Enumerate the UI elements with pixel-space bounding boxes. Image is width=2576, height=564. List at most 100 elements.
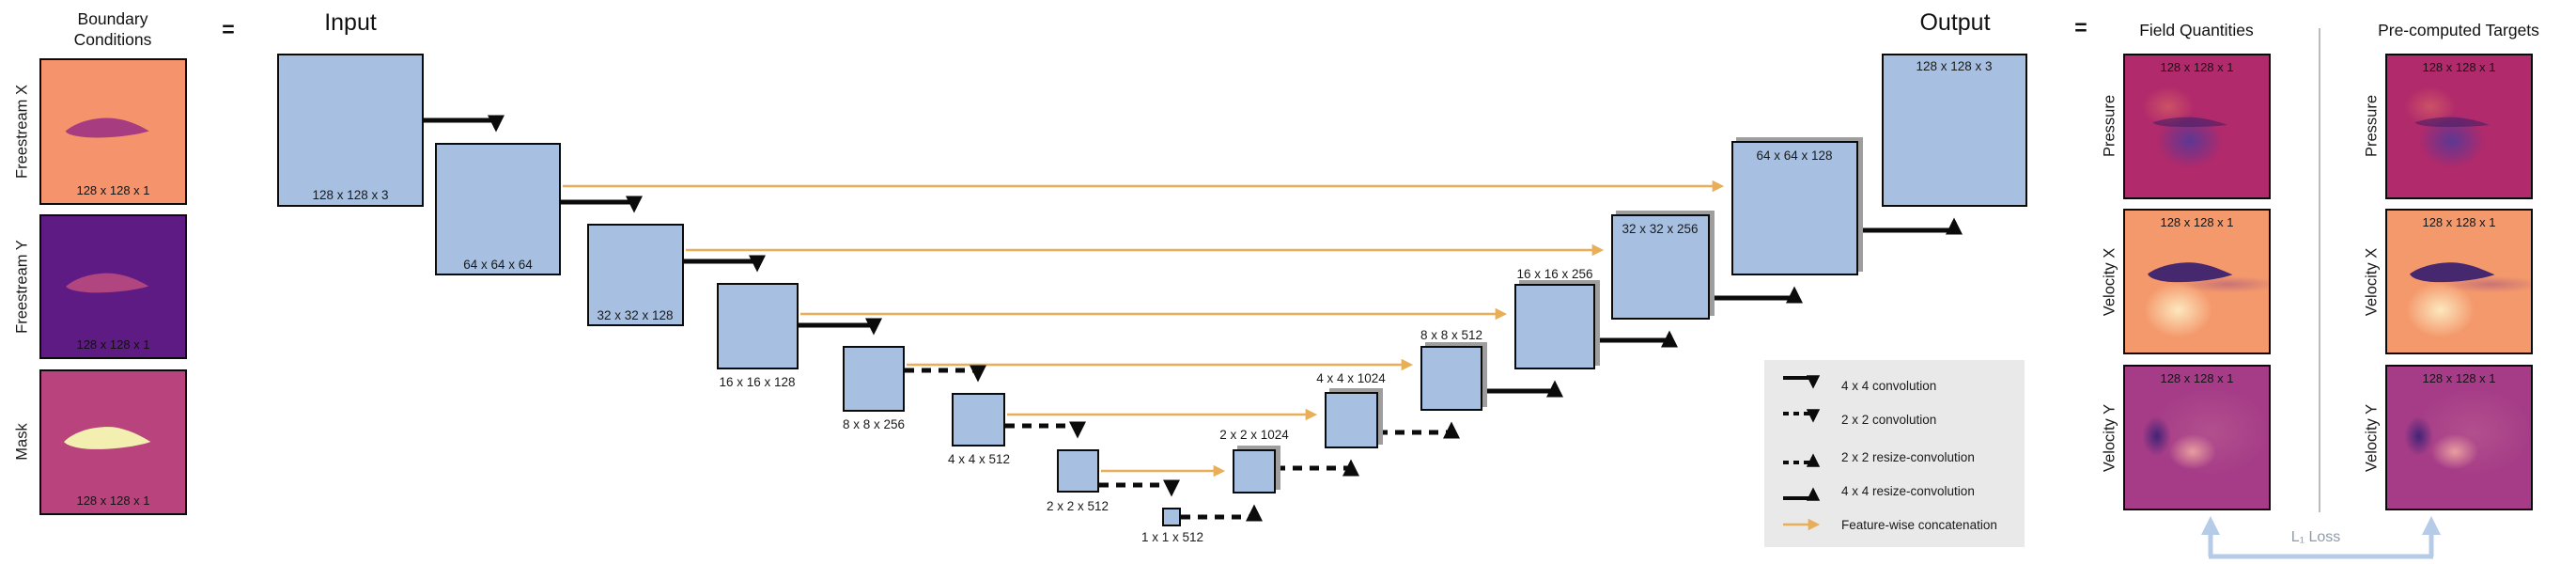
equals-left: = bbox=[222, 17, 235, 41]
resize-8-to-16 bbox=[1482, 380, 1563, 398]
feature-box-input-128 bbox=[277, 54, 424, 207]
resize-32-to-64 bbox=[1710, 286, 1803, 304]
legend-label: Feature-wise concatenation bbox=[1841, 517, 1997, 532]
legend-icon-2x2-convolution bbox=[1783, 409, 1821, 423]
velocity-y-label-field: Velocity Y bbox=[2101, 403, 2118, 473]
legend-label: 4 x 4 convolution bbox=[1841, 378, 1937, 393]
legend-row: Feature-wise concatenation bbox=[1781, 512, 1997, 537]
equals-right: = bbox=[2074, 15, 2087, 39]
freestream-y-image: 128 x 128 x 1 bbox=[39, 214, 187, 359]
airfoil-shape bbox=[65, 118, 149, 138]
velocity-x-target-image: 128 x 128 x 1 bbox=[2385, 209, 2533, 354]
dim-label-enc-64: 64 x 64 x 64 bbox=[463, 258, 533, 272]
dim-label-enc-32: 32 x 32 x 128 bbox=[597, 308, 674, 322]
airfoil-shape bbox=[2410, 262, 2495, 283]
velocity-x-label-target: Velocity X bbox=[2363, 247, 2381, 317]
airfoil-shape bbox=[64, 427, 151, 449]
legend-row: 4 x 4 resize-convolution bbox=[1781, 478, 1975, 503]
resize-2-to-4 bbox=[1276, 459, 1359, 477]
feature-box-dec-32 bbox=[1611, 214, 1710, 320]
image-caption: 128 x 128 x 1 bbox=[76, 183, 150, 197]
velocity-y-target-image: 128 x 128 x 1 bbox=[2385, 365, 2533, 510]
legend-row: 4 x 4 convolution bbox=[1781, 373, 1936, 398]
pressure-field-image: 128 x 128 x 1 bbox=[2123, 54, 2271, 199]
velocity-y-label-target: Velocity Y bbox=[2363, 403, 2381, 473]
resize-1-to-2 bbox=[1181, 504, 1263, 522]
dim-label-dec-2: 2 x 2 x 1024 bbox=[1219, 428, 1289, 442]
column-divider bbox=[2319, 28, 2320, 512]
dim-label-dec-16: 16 x 16 x 256 bbox=[1516, 267, 1593, 281]
feature-box-enc-16 bbox=[717, 283, 799, 369]
velocity-x-field-image: 128 x 128 x 1 bbox=[2123, 209, 2271, 354]
airfoil-shape bbox=[2414, 117, 2490, 128]
image-caption: 128 x 128 x 1 bbox=[2160, 371, 2234, 385]
dim-label-enc-4: 4 x 4 x 512 bbox=[947, 452, 1011, 466]
pressure-label-target: Pressure bbox=[2363, 94, 2381, 158]
dim-label-dec-4: 4 x 4 x 1024 bbox=[1316, 371, 1386, 385]
velocity-y-field-image: 128 x 128 x 1 bbox=[2123, 365, 2271, 510]
resize-64-to-output bbox=[1858, 217, 1963, 235]
mask-label: Mask bbox=[13, 423, 31, 461]
conv-16-to-8 bbox=[799, 318, 882, 336]
image-caption: 128 x 128 x 1 bbox=[2160, 215, 2234, 229]
image-caption: 128 x 128 x 1 bbox=[76, 494, 150, 508]
feature-box-dec-2 bbox=[1233, 449, 1276, 494]
resize-4-to-8 bbox=[1378, 421, 1460, 439]
conv-64-to-32 bbox=[561, 196, 643, 213]
dim-label-input: 128 x 128 x 3 bbox=[312, 188, 389, 202]
feature-box-dec-64 bbox=[1731, 141, 1858, 275]
l1-loss-label: L₁ Loss bbox=[2290, 529, 2341, 545]
feature-box-enc-32 bbox=[587, 224, 684, 326]
pressure-label-field: Pressure bbox=[2101, 94, 2118, 158]
conv-8-to-4 bbox=[905, 365, 986, 383]
legend-row: 2 x 2 resize-convolution bbox=[1781, 445, 1975, 469]
dim-label-output: 128 x 128 x 3 bbox=[1916, 59, 1993, 73]
legend-icon-2x2-resize-convolution bbox=[1783, 453, 1821, 467]
dim-label-dec-64: 64 x 64 x 128 bbox=[1756, 149, 1833, 163]
airfoil-shape bbox=[66, 273, 149, 293]
image-caption: 128 x 128 x 1 bbox=[2422, 60, 2496, 74]
velocity-x-label-field: Velocity X bbox=[2101, 247, 2118, 317]
airfoil-shape bbox=[2152, 117, 2227, 128]
image-caption: 128 x 128 x 1 bbox=[2422, 215, 2496, 229]
feature-box-enc-2 bbox=[1057, 449, 1099, 493]
resize-16-to-32 bbox=[1595, 330, 1678, 348]
field-quantities-header: Field Quantities bbox=[2139, 21, 2254, 39]
feature-box-dec-16 bbox=[1514, 284, 1595, 369]
freestream-x-label: Freestream X bbox=[13, 85, 31, 179]
legend-icon-feature-concatenation bbox=[1783, 518, 1821, 531]
boundary-conditions-title: Boundary Conditions bbox=[73, 9, 152, 49]
dim-label-enc-1: 1 x 1 x 512 bbox=[1141, 530, 1204, 544]
freestream-x-image: 128 x 128 x 1 bbox=[39, 58, 187, 205]
conv-32-to-16 bbox=[684, 255, 766, 273]
feature-box-enc-1 bbox=[1162, 508, 1181, 526]
legend-icon-4x4-convolution bbox=[1783, 375, 1821, 389]
input-title: Input bbox=[324, 9, 377, 36]
dim-label-dec-32: 32 x 32 x 256 bbox=[1622, 222, 1699, 236]
mask-image: 128 x 128 x 1 bbox=[39, 369, 187, 515]
legend-label: 4 x 4 resize-convolution bbox=[1841, 483, 1975, 498]
feature-box-dec-8 bbox=[1420, 346, 1482, 411]
feature-box-dec-4 bbox=[1325, 392, 1378, 448]
conv-input-to-64 bbox=[423, 115, 504, 133]
image-caption: 128 x 128 x 1 bbox=[2422, 371, 2496, 385]
output-title: Output bbox=[1919, 9, 1991, 36]
feature-box-output-128 bbox=[1882, 54, 2027, 207]
pressure-target-image: 128 x 128 x 1 bbox=[2385, 54, 2533, 199]
dim-label-enc-8: 8 x 8 x 256 bbox=[842, 417, 906, 431]
dim-label-enc-16: 16 x 16 x 128 bbox=[719, 375, 796, 389]
airfoil-shape bbox=[2148, 262, 2233, 283]
feature-box-enc-8 bbox=[843, 346, 905, 412]
feature-box-enc-4 bbox=[952, 393, 1005, 446]
feature-box-enc-64 bbox=[435, 143, 561, 275]
dim-label-enc-2: 2 x 2 x 512 bbox=[1046, 499, 1110, 513]
precomputed-targets-header: Pre-computed Targets bbox=[2378, 21, 2539, 39]
image-caption: 128 x 128 x 1 bbox=[76, 337, 150, 352]
image-caption: 128 x 128 x 1 bbox=[2160, 60, 2234, 74]
legend-row: 2 x 2 convolution bbox=[1781, 407, 1936, 431]
freestream-y-label: Freestream Y bbox=[13, 240, 31, 334]
legend-label: 2 x 2 convolution bbox=[1841, 412, 1937, 427]
dim-label-dec-8: 8 x 8 x 512 bbox=[1420, 328, 1483, 342]
legend-icon-4x4-resize-convolution bbox=[1783, 487, 1821, 501]
